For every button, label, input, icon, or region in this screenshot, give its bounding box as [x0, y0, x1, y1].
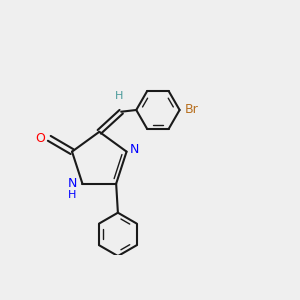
Text: N: N: [129, 143, 139, 156]
Text: H: H: [68, 190, 76, 200]
Text: O: O: [35, 132, 45, 145]
Text: Br: Br: [185, 103, 199, 116]
Text: H: H: [115, 91, 124, 101]
Text: N: N: [68, 177, 77, 190]
